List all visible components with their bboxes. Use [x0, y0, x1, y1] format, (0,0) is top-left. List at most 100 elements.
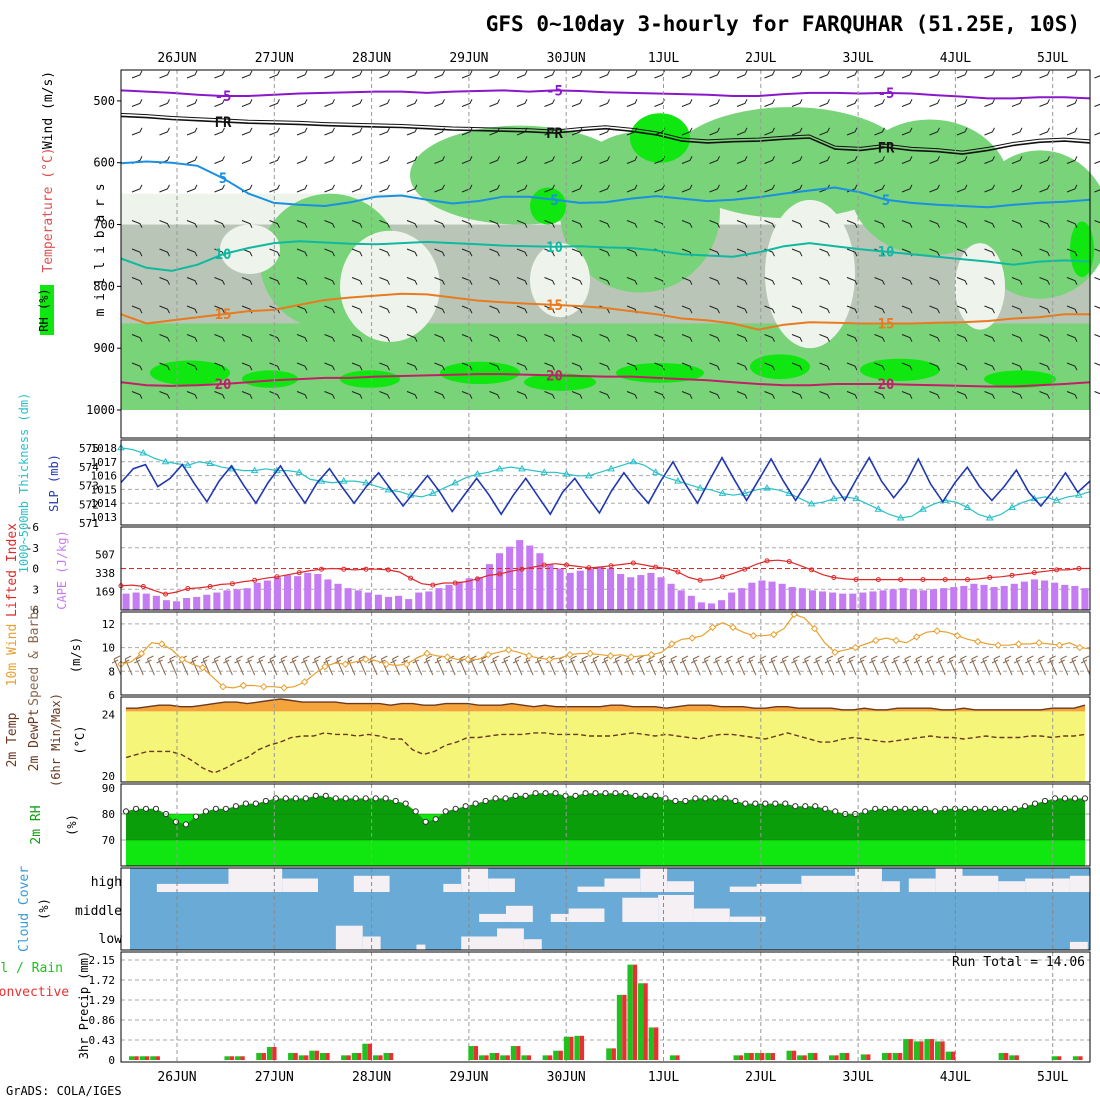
- precip-ylabel: 3hr Precip (mm): [77, 951, 91, 1059]
- wind10-marker: [219, 682, 227, 691]
- wind-barb: [929, 70, 940, 79]
- rh2m-marker: [252, 800, 259, 807]
- thickness-marker: [250, 466, 259, 474]
- wind-frame: [120, 611, 1091, 696]
- rh2m-marker: [382, 795, 389, 802]
- precip-total-bar: [478, 1055, 485, 1060]
- wind-barb: [709, 391, 720, 399]
- rh2m-marker: [812, 803, 819, 810]
- cloud-block-high: [855, 867, 882, 892]
- cape-bar: [324, 579, 332, 610]
- thickness-marker: [473, 470, 482, 477]
- wind10-barb: [245, 655, 256, 676]
- wind-barb: [846, 277, 858, 285]
- wind-barb: [626, 99, 638, 107]
- ytick-label: 900: [93, 341, 115, 355]
- wind-barb: [1039, 127, 1050, 136]
- wind-barb: [984, 70, 995, 79]
- wind10-marker: [423, 649, 431, 658]
- wind-barb: [379, 184, 390, 193]
- wind-barb: [186, 391, 198, 399]
- cloud-block-high: [962, 875, 999, 892]
- cape-bar: [970, 583, 978, 610]
- wind-barb: [406, 220, 418, 228]
- isotherm-label: 20: [546, 368, 563, 384]
- lifted-index-marker: [786, 559, 792, 565]
- wind-barb: [956, 127, 968, 136]
- wind-barb: [599, 184, 610, 193]
- thickness-marker: [874, 505, 883, 512]
- precip-total-bar: [627, 964, 633, 1060]
- wind10-barb: [256, 655, 267, 676]
- wind10-marker: [831, 648, 839, 657]
- wind-barb: [351, 334, 363, 342]
- dewpoint-title: 2m DewPt: [27, 709, 42, 772]
- date-label-bottom: 29JUN: [449, 1070, 488, 1085]
- wind-barb: [764, 220, 775, 228]
- cloud-block-high: [801, 875, 856, 892]
- precip-total-bar: [383, 1053, 389, 1060]
- wind-barb: [791, 334, 803, 342]
- precip-conv-bar: [950, 1051, 956, 1060]
- lifted-index-marker: [608, 563, 614, 569]
- cape-bar: [859, 592, 867, 610]
- wind-barb: [626, 248, 638, 257]
- rh2m-marker: [652, 792, 659, 799]
- thickness-marker: [362, 478, 370, 486]
- cloud-block-high: [756, 883, 802, 892]
- wind-barb: [956, 391, 968, 399]
- rh2m-marker: [702, 795, 709, 802]
- cloud-block-low: [523, 939, 542, 950]
- rh2m-marker: [122, 808, 130, 815]
- wind-barb: [764, 70, 775, 79]
- wind-barb: [984, 99, 995, 107]
- cloud-block-high: [1069, 875, 1090, 892]
- wind10-barb: [735, 655, 746, 676]
- wind-barb: [131, 127, 143, 136]
- lifted-index-marker: [363, 566, 369, 572]
- rh2m-marker: [512, 792, 519, 799]
- cloud-block-middle: [693, 908, 730, 922]
- wind-barb: [599, 391, 610, 399]
- rh2m-marker: [822, 805, 829, 812]
- isotherm-label: 15: [215, 307, 232, 323]
- wind-barb: [434, 334, 445, 342]
- wind10-marker: [158, 640, 166, 648]
- date-label-bottom: 2JUL: [745, 1070, 776, 1085]
- wind-barb: [296, 127, 308, 136]
- wind10-barb: [869, 655, 879, 676]
- cloud-block-high: [729, 886, 757, 892]
- wind-barb: [186, 156, 198, 164]
- wind-barb: [791, 99, 803, 107]
- lifted-index-marker: [630, 560, 636, 566]
- lifted-index-line: [120, 559, 1090, 595]
- wind-barb: [406, 70, 418, 79]
- wind-barb: [929, 305, 940, 314]
- wind-barb: [1094, 391, 1100, 395]
- wind-barb: [516, 305, 528, 314]
- cape-bar: [364, 592, 372, 610]
- wind-barb: [599, 277, 610, 285]
- isotherm-label: 5: [882, 193, 890, 209]
- wind10-marker: [668, 640, 676, 648]
- rh2m-marker: [662, 795, 669, 802]
- thickness-marker: [562, 470, 571, 477]
- lifted-index-marker: [1009, 572, 1015, 578]
- isotherm-m5: [120, 89, 1091, 100]
- wind10-barb: [880, 655, 890, 676]
- wind-barb: [1011, 277, 1023, 285]
- cape-bar: [778, 583, 786, 610]
- precip-total-bar: [945, 1051, 951, 1060]
- wind-barb: [351, 70, 363, 79]
- rh-region-green: [970, 150, 1100, 299]
- thickness-marker: [540, 468, 549, 475]
- precip-total-bar: [881, 1053, 888, 1060]
- wind10-barb: [980, 655, 991, 676]
- wind-barb: [516, 362, 528, 371]
- wind-barb: [379, 305, 390, 314]
- thickness-marker: [919, 505, 927, 512]
- cape-bar: [445, 584, 453, 610]
- precip-total-bar: [892, 1053, 898, 1060]
- lifted-index-marker: [341, 566, 347, 572]
